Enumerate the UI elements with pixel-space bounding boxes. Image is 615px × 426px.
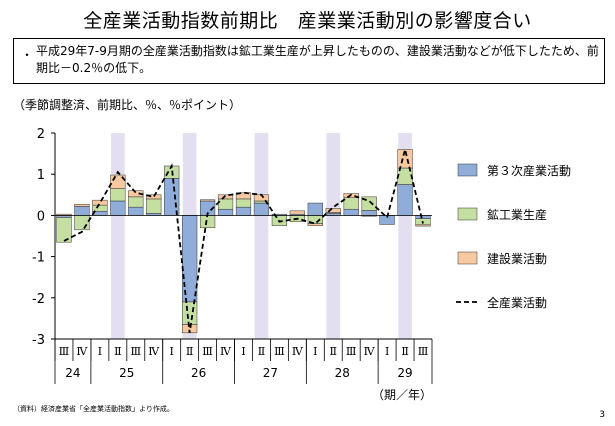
bar-tertiary <box>217 208 234 216</box>
year-label: 25 <box>119 366 134 380</box>
bar-mining <box>343 197 359 210</box>
bar-tertiary <box>182 215 198 303</box>
bar-construction <box>235 192 252 200</box>
bar-tertiary <box>164 178 180 216</box>
bar-tertiary <box>110 200 126 216</box>
bar-mining <box>110 188 126 202</box>
y-tick-label: 1 <box>37 168 45 183</box>
total-line <box>63 149 424 333</box>
bar-construction <box>415 224 431 227</box>
bar-construction <box>325 208 341 213</box>
quarter-label: Ⅳ <box>76 345 88 358</box>
legend-label-tertiary: 第３次産業活動 <box>487 163 571 178</box>
bar-tertiary <box>128 206 144 216</box>
bar-mining <box>146 198 162 214</box>
bar-mining <box>56 217 72 243</box>
bar-construction <box>74 204 90 207</box>
quarter-label: Ⅰ <box>313 345 317 358</box>
shaded-quarter-band <box>254 133 269 339</box>
quarter-label: Ⅲ <box>130 345 141 358</box>
bar-construction <box>307 223 323 226</box>
year-label: 28 <box>335 366 350 380</box>
bar-tertiary <box>235 206 252 216</box>
bar-tertiary <box>343 208 359 216</box>
y-tick-label: 2 <box>37 127 45 142</box>
y-tick-label: -3 <box>32 333 45 348</box>
bar-construction <box>289 210 305 215</box>
source-note: （資料）経済産業省「全産業活動指数」より作成。 <box>13 405 174 413</box>
quarter-label: Ⅲ <box>418 345 429 358</box>
shaded-quarter-band <box>326 133 341 339</box>
quarter-label: Ⅱ <box>186 345 193 358</box>
legend-label-mining: 鉱工業生産 <box>487 207 547 222</box>
quarter-label: Ⅳ <box>292 345 304 358</box>
bar-tertiary <box>361 210 377 216</box>
bar-construction <box>199 199 216 202</box>
year-label: 26 <box>191 366 206 380</box>
bar-mining <box>182 301 198 325</box>
summary-note-box: ・ 平成29年7-9月期の全産業活動指数は鉱工業生産が上昇したものの、建設業活動… <box>13 38 605 84</box>
legend-label-total: 全産業活動 <box>487 295 547 310</box>
quarter-label: Ⅰ <box>98 345 102 358</box>
quarter-label: Ⅱ <box>401 345 408 358</box>
y-tick-label: 0 <box>37 209 45 224</box>
year-label: 27 <box>263 366 278 380</box>
x-unit-label: （期／年） <box>372 388 432 402</box>
quarter-label: Ⅰ <box>385 345 389 358</box>
quarter-label: Ⅲ <box>346 345 357 358</box>
quarter-label: Ⅳ <box>220 345 232 358</box>
quarter-label: Ⅲ <box>59 345 70 358</box>
bar-tertiary <box>74 206 90 216</box>
year-label: 29 <box>397 366 412 380</box>
bullet-marker: ・ <box>21 48 34 62</box>
bar-mining <box>199 215 216 229</box>
bar-tertiary <box>253 202 270 216</box>
page-number: 3 <box>599 410 605 420</box>
y-tick-label: -2 <box>32 292 45 307</box>
legend-swatch-mining <box>457 207 478 221</box>
bar-construction <box>92 199 108 206</box>
shaded-quarter-band <box>111 133 125 339</box>
bar-mining <box>74 215 90 231</box>
legend-swatch-tertiary <box>457 163 478 177</box>
quarter-label: Ⅲ <box>202 345 213 358</box>
bar-tertiary <box>415 215 431 219</box>
summary-note-text: 平成29年7-9月期の全産業活動指数は鉱工業生産が上昇したものの、建設業活動など… <box>36 44 599 75</box>
bar-tertiary <box>397 184 413 216</box>
year-label: 24 <box>65 366 80 380</box>
quarter-label: Ⅳ <box>148 345 160 358</box>
quarter-label: Ⅰ <box>170 345 174 358</box>
quarter-label: Ⅰ <box>241 345 245 358</box>
quarter-label: Ⅲ <box>274 345 285 358</box>
quarter-label: Ⅳ <box>364 345 376 358</box>
bar-mining <box>217 198 234 210</box>
quarter-label: Ⅱ <box>258 345 265 358</box>
y-tick-label: -1 <box>32 251 45 266</box>
quarter-label: Ⅱ <box>330 345 337 358</box>
page-title: 全産業活動指数前期比 産業業活動別の影響度合い <box>83 10 532 32</box>
quarter-label: Ⅱ <box>114 345 121 358</box>
bar-mining <box>235 198 252 208</box>
bar-construction <box>217 194 234 200</box>
bar-mining <box>128 196 144 208</box>
legend-label-construction: 建設業活動 <box>487 251 547 266</box>
bar-mining <box>92 204 108 212</box>
bar-tertiary <box>307 202 323 216</box>
bar-construction <box>146 194 162 200</box>
legend-swatch-construction <box>457 251 478 265</box>
unit-label: （季節調整済、前期比、％、％ポイント） <box>13 98 242 112</box>
